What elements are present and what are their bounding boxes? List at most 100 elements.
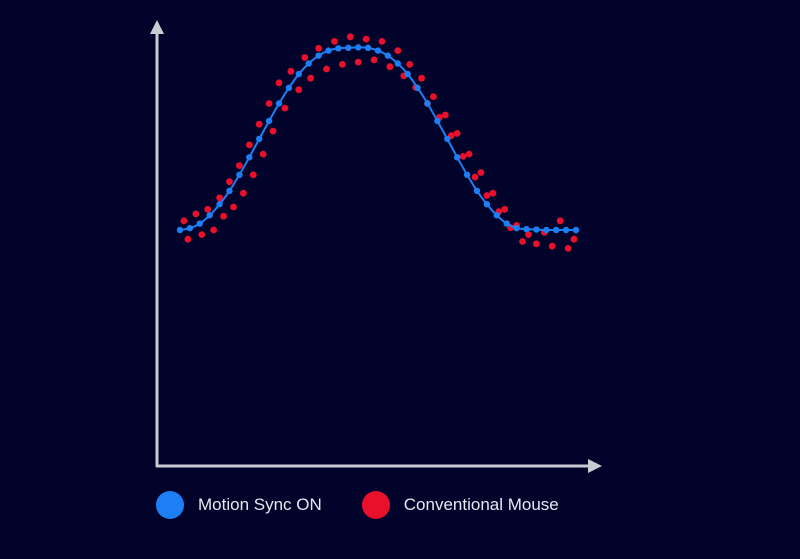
data-point-motion-sync-on: [503, 220, 510, 227]
data-point-conventional-mouse: [501, 205, 509, 213]
data-point-conventional-mouse: [471, 173, 479, 181]
data-point-conventional-mouse: [519, 238, 526, 245]
data-point-motion-sync-on: [275, 100, 283, 107]
data-point-conventional-mouse: [459, 153, 467, 160]
data-point-conventional-mouse: [483, 192, 491, 199]
data-point-conventional-mouse: [184, 235, 192, 243]
data-point-conventional-mouse: [362, 35, 370, 43]
data-point-conventional-mouse: [378, 38, 386, 45]
data-point-conventional-mouse: [564, 245, 572, 252]
data-point-conventional-mouse: [570, 235, 578, 243]
data-point-conventional-mouse: [533, 240, 540, 248]
legend-swatch-motion-sync: [156, 491, 184, 519]
data-point-motion-sync-on: [265, 117, 273, 125]
data-point-conventional-mouse: [465, 150, 473, 158]
data-point-conventional-mouse: [210, 226, 218, 234]
data-point-motion-sync-on: [226, 187, 233, 195]
legend-label-motion-sync: Motion Sync ON: [198, 495, 322, 514]
data-point-motion-sync-on: [206, 212, 213, 219]
data-point-motion-sync-on: [404, 70, 411, 78]
data-point-motion-sync-on: [513, 224, 520, 232]
data-point-motion-sync-on: [246, 154, 253, 161]
data-point-conventional-mouse: [307, 74, 315, 82]
data-point-conventional-mouse: [477, 169, 485, 176]
data-point-conventional-mouse: [275, 79, 283, 87]
data-point-conventional-mouse: [259, 150, 267, 158]
data-point-motion-sync-on: [295, 70, 302, 78]
y-axis-arrow: [150, 20, 164, 34]
data-point-conventional-mouse: [525, 231, 532, 239]
data-point-motion-sync-on: [473, 187, 481, 195]
data-point-conventional-mouse: [204, 205, 212, 213]
data-point-conventional-mouse: [245, 141, 253, 149]
data-point-motion-sync-on: [483, 201, 491, 208]
data-point-conventional-mouse: [354, 58, 362, 66]
data-point-motion-sync-on: [562, 226, 570, 234]
data-point-motion-sync-on: [374, 47, 382, 54]
data-point-motion-sync-on: [553, 226, 560, 234]
data-point-conventional-mouse: [370, 56, 378, 64]
data-point-conventional-mouse: [226, 178, 233, 186]
data-point-conventional-mouse: [331, 38, 338, 45]
data-point-motion-sync-on: [523, 225, 530, 233]
data-point-conventional-mouse: [394, 47, 402, 54]
data-point-conventional-mouse: [295, 86, 303, 94]
legend-item-conventional-mouse: Conventional Mouse: [361, 491, 559, 519]
data-point-motion-sync-on: [335, 45, 342, 52]
data-point-conventional-mouse: [453, 130, 461, 137]
data-point-conventional-mouse: [287, 67, 295, 75]
data-point-motion-sync-on: [493, 212, 500, 219]
data-point-conventional-mouse: [548, 242, 556, 250]
data-point-motion-sync-on: [315, 52, 322, 59]
data-point-conventional-mouse: [418, 74, 425, 82]
data-point-motion-sync-on: [285, 84, 293, 92]
data-point-motion-sync-on: [186, 224, 194, 232]
data-point-motion-sync-on: [384, 52, 392, 59]
data-point-conventional-mouse: [441, 111, 449, 119]
data-point-conventional-mouse: [198, 231, 206, 239]
data-point-conventional-mouse: [236, 162, 243, 170]
legend-item-motion-sync: Motion Sync ON: [156, 491, 322, 519]
data-point-motion-sync-on: [355, 44, 362, 51]
data-point-motion-sync-on: [305, 60, 312, 67]
data-point-conventional-mouse: [489, 189, 497, 197]
data-point-conventional-mouse: [192, 210, 200, 218]
data-point-motion-sync-on: [444, 135, 451, 143]
legend: Motion Sync ON Conventional Mouse: [156, 491, 599, 519]
data-point-conventional-mouse: [265, 100, 273, 107]
data-point-motion-sync-on: [216, 201, 223, 208]
data-point-conventional-mouse: [216, 194, 224, 202]
data-point-motion-sync-on: [364, 44, 372, 52]
data-point-motion-sync-on: [463, 171, 471, 178]
data-point-conventional-mouse: [239, 189, 247, 197]
data-point-conventional-mouse: [346, 33, 354, 41]
data-point-conventional-mouse: [255, 120, 263, 128]
series-line-motion-sync-on: [179, 46, 576, 232]
data-point-conventional-mouse: [301, 54, 309, 61]
data-point-conventional-mouse: [556, 217, 564, 225]
data-point-motion-sync-on: [345, 44, 352, 52]
legend-swatch-conventional-mouse: [361, 491, 390, 519]
data-point-conventional-mouse: [180, 217, 188, 225]
data-point-motion-sync-on: [176, 226, 184, 234]
data-point-motion-sync-on: [394, 60, 401, 67]
data-point-conventional-mouse: [430, 93, 437, 100]
data-point-conventional-mouse: [338, 61, 346, 68]
data-point-motion-sync-on: [543, 226, 550, 234]
data-point-motion-sync-on: [454, 154, 461, 161]
plot-area: [176, 33, 580, 252]
axes: [150, 20, 602, 473]
data-point-conventional-mouse: [281, 104, 289, 112]
data-point-conventional-mouse: [323, 65, 330, 73]
data-point-motion-sync-on: [236, 171, 243, 178]
data-point-motion-sync-on: [325, 47, 332, 54]
data-point-conventional-mouse: [220, 212, 227, 220]
data-point-conventional-mouse: [249, 171, 257, 179]
data-point-motion-sync-on: [196, 220, 203, 227]
series-motion-sync-on: [176, 44, 580, 234]
data-point-motion-sync-on: [256, 135, 263, 143]
data-point-conventional-mouse: [315, 44, 322, 52]
data-point-motion-sync-on: [434, 117, 441, 125]
series-conventional-mouse: [180, 33, 578, 252]
